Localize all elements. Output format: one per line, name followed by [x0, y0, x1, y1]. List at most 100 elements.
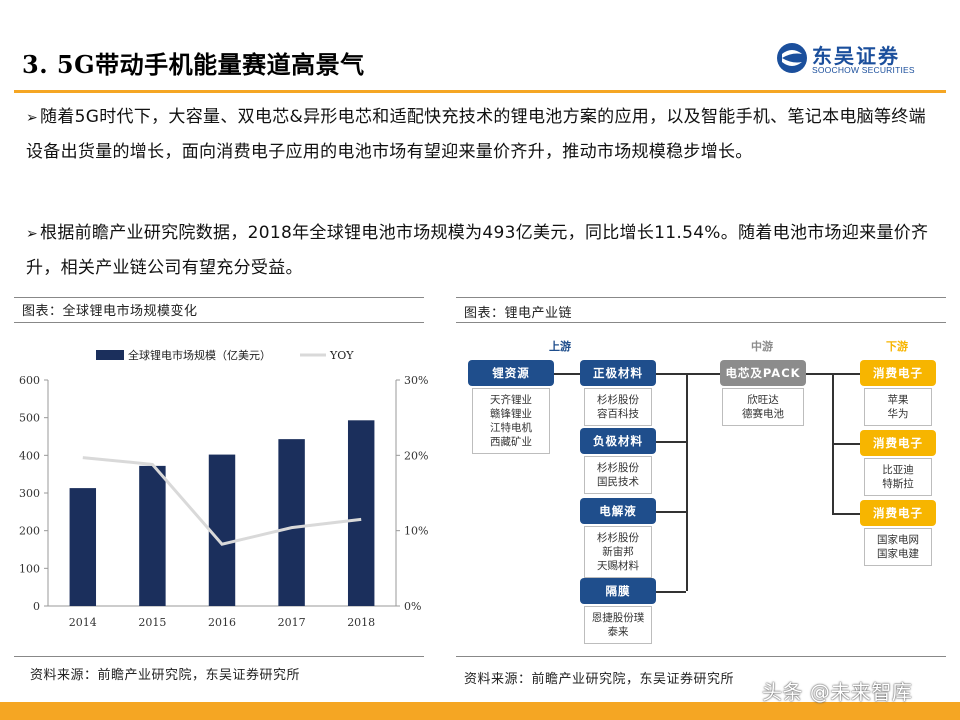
source-rule — [14, 656, 424, 657]
connector-line — [656, 373, 686, 375]
caption-rule — [456, 297, 946, 298]
company-name: 新宙邦 — [602, 546, 634, 558]
caption-rule — [456, 322, 946, 323]
upstream-box: 正极材料 — [580, 360, 656, 386]
company-list: 国家电网 国家电建 — [864, 528, 932, 566]
connector-line — [656, 591, 686, 593]
company-list: 杉杉股份 容百科技 — [584, 388, 652, 426]
source-rule — [456, 656, 946, 657]
logo-mark-icon — [777, 43, 807, 73]
right-source-note: 资料来源：前瞻产业研究院，东吴证券研究所 — [464, 672, 735, 687]
company-name: 杉杉股份 — [597, 532, 639, 544]
bar — [347, 420, 375, 606]
company-list: 天齐锂业 赣锋锂业 江特电机 西藏矿业 — [472, 388, 550, 454]
downstream-box: 消费电子 — [860, 430, 936, 456]
page-title: 3. 5G带动手机能量赛道高景气 — [22, 50, 365, 79]
connector-line — [832, 373, 860, 375]
y-tick-label: 400 — [19, 449, 40, 462]
company-name: 江特电机 — [490, 422, 532, 434]
legend-label-line: YOY — [329, 349, 354, 362]
upstream-box: 隔膜 — [580, 578, 656, 604]
company-name: 欣旺达 — [747, 394, 779, 406]
connector-line — [656, 511, 686, 513]
y2-tick-label: 30% — [404, 374, 428, 387]
company-list: 恩捷股份璞 泰来 — [584, 606, 652, 644]
header-divider — [14, 90, 946, 93]
company-name: 国民技术 — [597, 476, 639, 488]
bar — [69, 488, 97, 606]
x-tick-label: 2018 — [347, 616, 375, 629]
connector-line — [832, 513, 860, 515]
market-size-chart: 0 100 200 300 400 500 600 0% 10% 20% 30% 2014 2015 20… — [19, 348, 428, 629]
upstream-box: 电解液 — [580, 498, 656, 524]
y-tick-label: 0 — [33, 600, 40, 613]
y2-tick-label: 0% — [404, 600, 421, 613]
company-name: 特斯拉 — [882, 478, 914, 490]
caption-rule — [14, 322, 424, 323]
stage-label-downstream: 下游 — [886, 340, 908, 353]
bullet-paragraph-2: ➢ 根据前瞻产业研究院数据，2018年全球锂电池市场规模为493亿美元，同比增长1… — [26, 216, 936, 285]
caption-rule — [14, 297, 424, 298]
company-name: 赣锋锂业 — [490, 408, 532, 420]
company-name: 西藏矿业 — [490, 436, 532, 448]
industry-chain-diagram: 上游 中游 下游 锂资源 天齐锂业 赣锋锂业 江特电机 西藏矿业 正极材料 杉杉股份 容百科技 负极材… — [466, 328, 946, 658]
x-tick-label: 2017 — [278, 616, 306, 629]
company-name: 德赛电池 — [742, 408, 784, 420]
company-name: 杉杉股份 — [597, 394, 639, 406]
company-list: 苹果 华为 — [864, 388, 932, 426]
left-source-note: 资料来源：前瞻产业研究院，东吴证券研究所 — [30, 668, 301, 683]
bullet-arrow-icon: ➢ — [26, 110, 39, 126]
y-tick-label: 300 — [19, 487, 40, 500]
company-name: 恩捷股份璞 — [591, 612, 645, 624]
footer-bar — [0, 702, 960, 720]
midstream-box: 电芯及PACK — [720, 360, 806, 386]
company-list: 杉杉股份新宙邦天赐材料 — [584, 526, 652, 578]
y-tick-label: 600 — [19, 374, 40, 387]
company-name: 杉杉股份 — [597, 462, 639, 474]
x-tick-label: 2016 — [208, 616, 236, 629]
logo-english-name: SOOCHOW SECURITIES — [812, 65, 915, 75]
connector-line — [832, 443, 860, 445]
bullet-paragraph-1: ➢ 随着5G时代下，大容量、双电芯&异形电芯和适配快充技术的锂电池方案的应用，以及… — [26, 100, 936, 169]
bar — [278, 439, 305, 606]
bullet-arrow-icon: ➢ — [26, 226, 39, 242]
upstream-box: 锂资源 — [468, 360, 554, 386]
company-name: 天赐材料 — [597, 560, 639, 572]
x-tick-label: 2014 — [69, 616, 97, 629]
x-tick-label: 2015 — [138, 616, 166, 629]
y2-tick-label: 10% — [404, 525, 428, 538]
company-name: 苹果 — [887, 394, 909, 406]
legend-swatch-bar — [96, 350, 124, 360]
company-name: 国家电网 — [877, 534, 919, 546]
downstream-box: 消费电子 — [860, 360, 936, 386]
watermark: 头条 @未来智库 — [762, 680, 913, 704]
upstream-box: 负极材料 — [580, 428, 656, 454]
bullet-text: 随着5G时代下，大容量、双电芯&异形电芯和适配快充技术的锂电池方案的应用，以及智… — [26, 107, 926, 162]
company-list: 欣旺达 德赛电池 — [722, 388, 804, 426]
company-name: 泰来 — [607, 626, 629, 638]
downstream-box: 消费电子 — [860, 500, 936, 526]
right-figure-caption: 图表：锂电产业链 — [464, 306, 573, 321]
bullet-text: 根据前瞻产业研究院数据，2018年全球锂电池市场规模为493亿美元，同比增长11… — [26, 223, 929, 278]
company-name: 容百科技 — [597, 408, 639, 420]
left-figure-caption: 图表：全球锂电市场规模变化 — [22, 304, 198, 319]
y-tick-label: 200 — [19, 525, 40, 538]
company-name: 比亚迪 — [882, 464, 914, 476]
y2-tick-label: 20% — [404, 449, 428, 462]
connector-line — [686, 373, 720, 375]
y-tick-label: 500 — [19, 412, 40, 425]
logo-chinese-name: 东吴证券 — [812, 44, 900, 68]
yoy-line — [82, 456, 362, 546]
stage-label-midstream: 中游 — [751, 340, 773, 353]
connector-line — [554, 373, 580, 375]
y-tick-label: 100 — [19, 562, 40, 575]
legend-label-bar: 全球锂电市场规模（亿美元） — [128, 348, 271, 362]
company-list: 杉杉股份 国民技术 — [584, 456, 652, 494]
company-logo: 东吴证券 SOOCHOW SECURITIES — [776, 40, 926, 80]
company-name: 国家电建 — [877, 548, 919, 560]
company-name: 华为 — [887, 408, 909, 420]
connector-line — [656, 441, 686, 443]
company-list: 比亚迪 特斯拉 — [864, 458, 932, 496]
stage-label-upstream: 上游 — [549, 340, 571, 353]
connector-line — [686, 373, 688, 591]
